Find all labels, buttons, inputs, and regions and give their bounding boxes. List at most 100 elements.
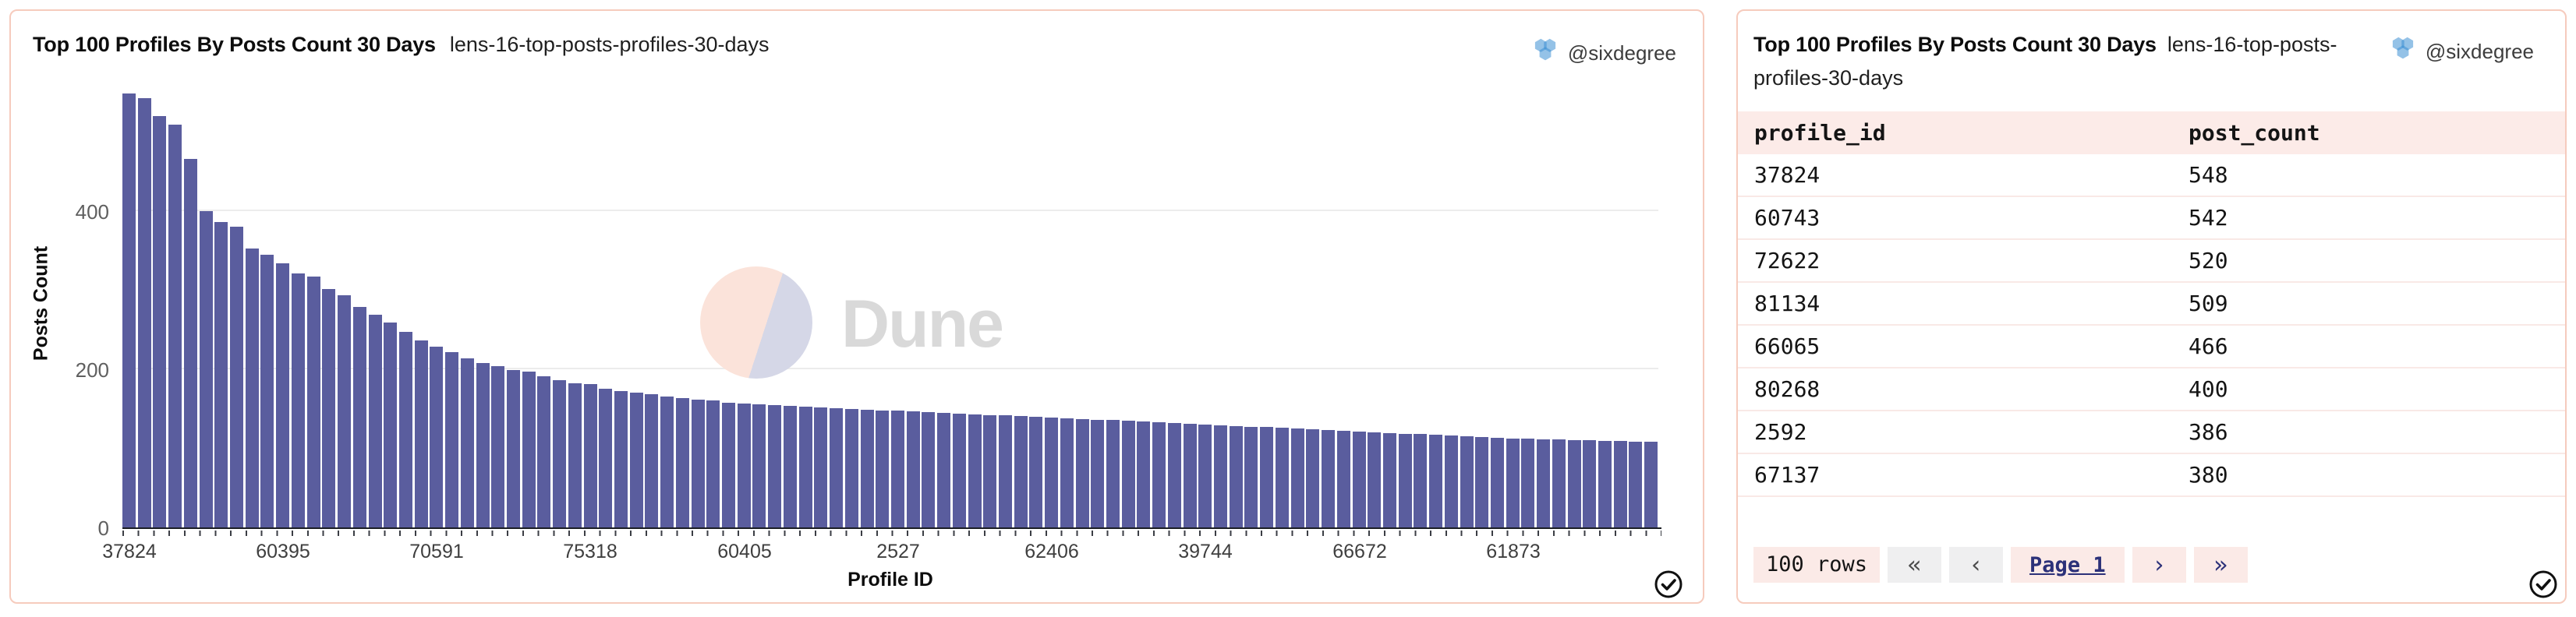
- bar[interactable]: [1060, 418, 1074, 527]
- bar[interactable]: [1183, 424, 1197, 527]
- bar[interactable]: [844, 409, 858, 527]
- author-badge[interactable]: @sixdegree: [2388, 34, 2534, 69]
- bar[interactable]: [814, 407, 828, 527]
- bar[interactable]: [460, 358, 474, 527]
- bar[interactable]: [153, 116, 167, 527]
- bar[interactable]: [922, 412, 936, 527]
- bar[interactable]: [599, 389, 613, 527]
- bar[interactable]: [1014, 416, 1028, 527]
- bar[interactable]: [768, 405, 782, 527]
- first-page-button[interactable]: «: [1888, 547, 1942, 583]
- bar[interactable]: [737, 404, 751, 527]
- bar[interactable]: [1644, 442, 1658, 527]
- bar[interactable]: [368, 315, 382, 527]
- bar[interactable]: [1306, 429, 1320, 527]
- bar[interactable]: [1352, 432, 1366, 527]
- bar[interactable]: [1075, 419, 1089, 527]
- bar[interactable]: [1521, 439, 1535, 527]
- last-page-button[interactable]: »: [2193, 547, 2248, 583]
- bar[interactable]: [1613, 441, 1627, 527]
- bar[interactable]: [398, 332, 412, 527]
- bar[interactable]: [1629, 442, 1643, 527]
- bar[interactable]: [1537, 439, 1551, 527]
- bar[interactable]: [1552, 439, 1566, 527]
- bar[interactable]: [384, 323, 398, 527]
- bar[interactable]: [1121, 421, 1135, 527]
- bar[interactable]: [1198, 425, 1212, 527]
- previous-page-button[interactable]: ‹: [1949, 547, 2004, 583]
- bar[interactable]: [568, 383, 582, 527]
- bar[interactable]: [491, 366, 505, 527]
- bar[interactable]: [998, 415, 1012, 527]
- bar[interactable]: [1091, 420, 1105, 527]
- bar[interactable]: [906, 411, 920, 527]
- bar[interactable]: [645, 394, 659, 527]
- bar[interactable]: [890, 411, 904, 527]
- bar[interactable]: [1167, 423, 1181, 527]
- bar[interactable]: [230, 227, 244, 527]
- bar[interactable]: [722, 403, 736, 527]
- bar[interactable]: [1583, 440, 1597, 527]
- bar[interactable]: [506, 370, 520, 527]
- bar[interactable]: [1475, 437, 1489, 527]
- bar[interactable]: [306, 277, 320, 527]
- column-header-profile-id[interactable]: profile_id: [1754, 120, 1886, 146]
- bar[interactable]: [352, 307, 366, 527]
- bar[interactable]: [1045, 418, 1059, 527]
- bar[interactable]: [1336, 431, 1350, 527]
- bar[interactable]: [937, 413, 951, 527]
- bar[interactable]: [1506, 439, 1520, 527]
- bar[interactable]: [1414, 434, 1428, 527]
- bar[interactable]: [614, 391, 628, 527]
- bar[interactable]: [1214, 425, 1228, 527]
- bar[interactable]: [322, 289, 336, 527]
- bar[interactable]: [798, 407, 812, 527]
- bar[interactable]: [137, 98, 151, 527]
- bar[interactable]: [706, 400, 720, 527]
- bar[interactable]: [583, 384, 597, 527]
- bar[interactable]: [476, 363, 490, 527]
- bar[interactable]: [1290, 428, 1304, 527]
- bar[interactable]: [876, 411, 890, 527]
- bar[interactable]: [830, 408, 844, 527]
- bar[interactable]: [168, 125, 182, 527]
- current-page-button[interactable]: Page 1: [2011, 547, 2125, 583]
- bar[interactable]: [1398, 434, 1412, 527]
- bar[interactable]: [1029, 417, 1043, 527]
- next-page-button[interactable]: ›: [2132, 547, 2186, 583]
- bar[interactable]: [783, 406, 797, 527]
- bar[interactable]: [245, 249, 259, 527]
- bar[interactable]: [214, 222, 228, 527]
- bar[interactable]: [952, 414, 966, 527]
- bar[interactable]: [553, 380, 567, 527]
- column-header-post-count[interactable]: post_count: [2189, 120, 2320, 146]
- query-status-check-icon[interactable]: [1653, 569, 1684, 600]
- query-status-check-icon[interactable]: [2528, 569, 2559, 600]
- bar[interactable]: [1567, 440, 1581, 527]
- bar[interactable]: [1460, 436, 1474, 527]
- bar[interactable]: [445, 352, 459, 527]
- bar[interactable]: [691, 400, 705, 527]
- bar[interactable]: [1152, 422, 1166, 527]
- bar[interactable]: [1260, 427, 1274, 527]
- bar[interactable]: [1106, 420, 1120, 527]
- bar[interactable]: [1490, 438, 1504, 527]
- bar[interactable]: [1244, 427, 1258, 527]
- bar[interactable]: [1229, 426, 1243, 527]
- bar[interactable]: [1368, 432, 1382, 527]
- bar[interactable]: [522, 372, 536, 527]
- bar[interactable]: [860, 410, 874, 527]
- bar[interactable]: [1598, 441, 1612, 527]
- bar[interactable]: [983, 415, 997, 527]
- bar[interactable]: [291, 273, 305, 527]
- bar[interactable]: [537, 376, 551, 527]
- bar[interactable]: [260, 255, 274, 527]
- bar[interactable]: [414, 340, 428, 527]
- bar[interactable]: [1322, 430, 1336, 527]
- author-badge[interactable]: @sixdegree: [1530, 36, 1676, 71]
- bar[interactable]: [675, 398, 689, 527]
- bar[interactable]: [1137, 421, 1151, 527]
- bar[interactable]: [338, 295, 352, 527]
- bar[interactable]: [1382, 433, 1396, 527]
- bar[interactable]: [1275, 428, 1289, 527]
